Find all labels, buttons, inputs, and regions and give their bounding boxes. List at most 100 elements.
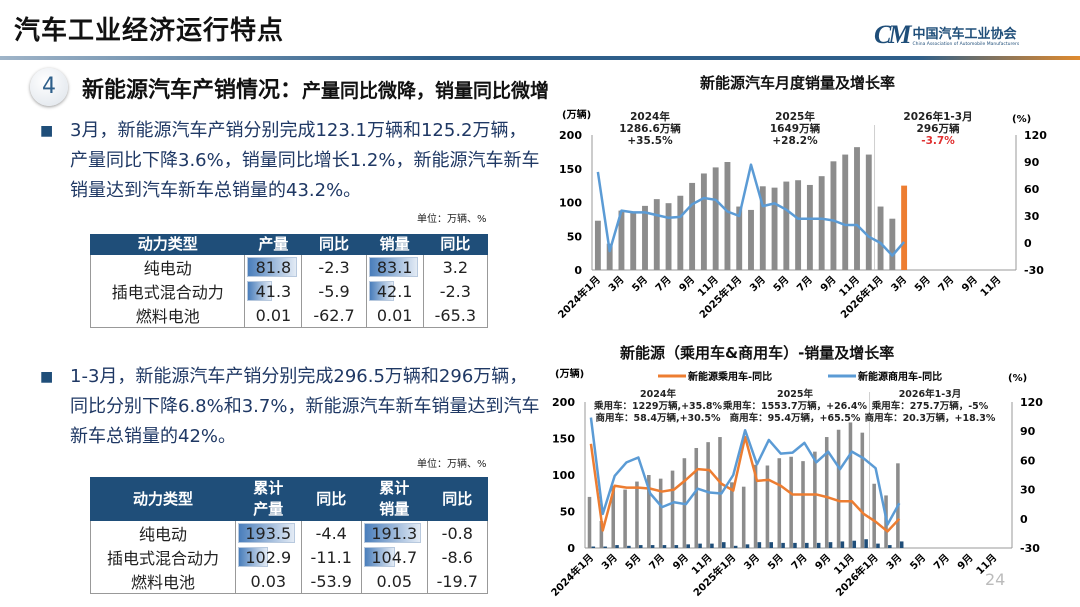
y-tick-right: 120 — [1024, 129, 1047, 142]
bar — [611, 485, 616, 548]
cell-value: -19.7 — [436, 571, 478, 591]
bar — [599, 520, 604, 548]
cell-value: 0.01 — [255, 305, 292, 325]
bar — [606, 243, 613, 270]
bar — [700, 173, 707, 270]
table-cell: 插电式混合动力 — [90, 545, 236, 569]
legend-label: 新能源商用车-同比 — [858, 370, 942, 383]
cell-value: -8.6 — [441, 547, 473, 567]
period-annotation: 2024年 — [640, 388, 676, 400]
section-number: 4 — [30, 68, 68, 106]
bar — [877, 206, 884, 270]
period-annotation: 1649万辆 — [770, 122, 821, 135]
section-subtitle: 产量同比微降，销量同比微增 — [302, 80, 550, 102]
data-bar — [247, 257, 297, 277]
cell-value: 0.05 — [376, 571, 413, 591]
bar — [674, 545, 679, 548]
table-cell: 纯电动 — [90, 520, 236, 545]
period-annotation: 2024年 — [630, 110, 670, 123]
cell-value: 燃料电池 — [130, 573, 195, 592]
bar — [876, 543, 880, 548]
bar — [793, 542, 797, 548]
bar — [789, 456, 793, 548]
bar — [748, 209, 754, 270]
y-tick-right: 120 — [1020, 396, 1043, 409]
column-header: 产量 — [244, 234, 303, 255]
bar — [836, 429, 841, 548]
table-cell: 193.5 — [234, 520, 302, 545]
bar — [712, 167, 719, 270]
table-cell: 104.7 — [360, 545, 428, 569]
bar — [852, 540, 857, 548]
bar — [783, 181, 790, 270]
cell-value: -53.9 — [310, 571, 352, 591]
period-annotation: 商用车：20.3万辆，+18.3% — [865, 412, 996, 424]
cell-value: -2.3 — [439, 281, 471, 301]
bar — [638, 545, 643, 548]
x-tick-label: 3月 — [606, 274, 626, 294]
x-tick-label: 9月 — [818, 274, 838, 294]
period-annotation: 乘用车：1553.7万辆，+26.4% — [722, 400, 868, 412]
period-annotation: +28.2% — [772, 135, 818, 147]
growth-line — [589, 435, 901, 533]
data-bar — [363, 547, 396, 567]
column-header: 动力类型 — [89, 234, 246, 255]
x-tick-label: 5月 — [912, 274, 932, 294]
growth-line — [596, 163, 906, 257]
cell-value: 3.2 — [442, 257, 469, 277]
column-header: 同比 — [426, 477, 489, 521]
y-tick-left: 150 — [559, 163, 582, 176]
table-row: 插电式混合动力 102.9 -11.1 104.7 -8.6 — [90, 545, 489, 569]
x-tick-label: 3月 — [884, 552, 904, 572]
y-tick-right: -30 — [1024, 264, 1044, 277]
bar — [698, 543, 702, 548]
period-annotation: 2025年 — [777, 388, 813, 400]
period-annotation: 2026年1-3月 — [903, 110, 972, 123]
y-tick-left: 100 — [559, 197, 582, 210]
bar — [618, 210, 625, 270]
table-cell: 0.03 — [234, 569, 302, 594]
x-tick-label: 7月 — [931, 552, 951, 572]
table-cell: 燃料电池 — [90, 569, 236, 594]
logo-mark: CM — [874, 20, 912, 49]
bar — [658, 478, 663, 548]
bar — [888, 545, 892, 548]
bar — [653, 199, 660, 270]
y-unit-right: (%) — [1012, 114, 1031, 125]
table-cell: 81.8 — [244, 254, 302, 279]
y-tick-right: 0 — [1024, 237, 1032, 250]
cell-value: 81.8 — [255, 257, 292, 277]
table-cell: -62.7 — [301, 303, 367, 328]
section-heading: 新能源汽车产销情况：产量同比微降，销量同比微增 — [82, 72, 549, 104]
table-cell: 191.3 — [360, 520, 428, 545]
column-header: 同比 — [422, 234, 489, 255]
period-annotation: 2025年 — [775, 110, 815, 123]
bar — [615, 545, 619, 548]
x-tick-label: 9月 — [959, 274, 979, 294]
table-cell: 0.05 — [360, 569, 428, 594]
table-cell: 83.1 — [365, 254, 424, 279]
table-unit: 单位：万辆、% — [417, 459, 487, 470]
y-tick-left: 0 — [574, 264, 582, 277]
bar — [828, 542, 833, 548]
bullet-1: ■ 3月，新能源汽车产销分别完成123.1万辆和125.2万辆，产量同比下降3.… — [40, 116, 540, 206]
cell-value: 纯电动 — [138, 525, 187, 544]
y-unit-right: (%) — [1008, 373, 1027, 384]
x-tick-label: 9月 — [955, 552, 975, 572]
legend-label: 新能源乘用车-同比 — [688, 370, 772, 383]
column-header: 同比 — [300, 477, 362, 521]
table-cell: -2.3 — [301, 254, 367, 279]
cell-value: 193.5 — [245, 523, 292, 543]
bar — [771, 187, 778, 270]
y-tick-left: 200 — [552, 396, 575, 409]
slide-title: 汽车工业经济运行特点 — [14, 16, 285, 46]
table-cell: -53.9 — [300, 569, 362, 594]
page-number: 24 — [985, 570, 1006, 589]
y-tick-left: 150 — [552, 433, 575, 446]
bar — [706, 442, 710, 548]
bar — [899, 541, 904, 548]
bar — [769, 542, 773, 548]
cell-value: -0.8 — [441, 523, 473, 543]
bar — [813, 451, 817, 548]
cell-value: -65.3 — [434, 305, 477, 325]
